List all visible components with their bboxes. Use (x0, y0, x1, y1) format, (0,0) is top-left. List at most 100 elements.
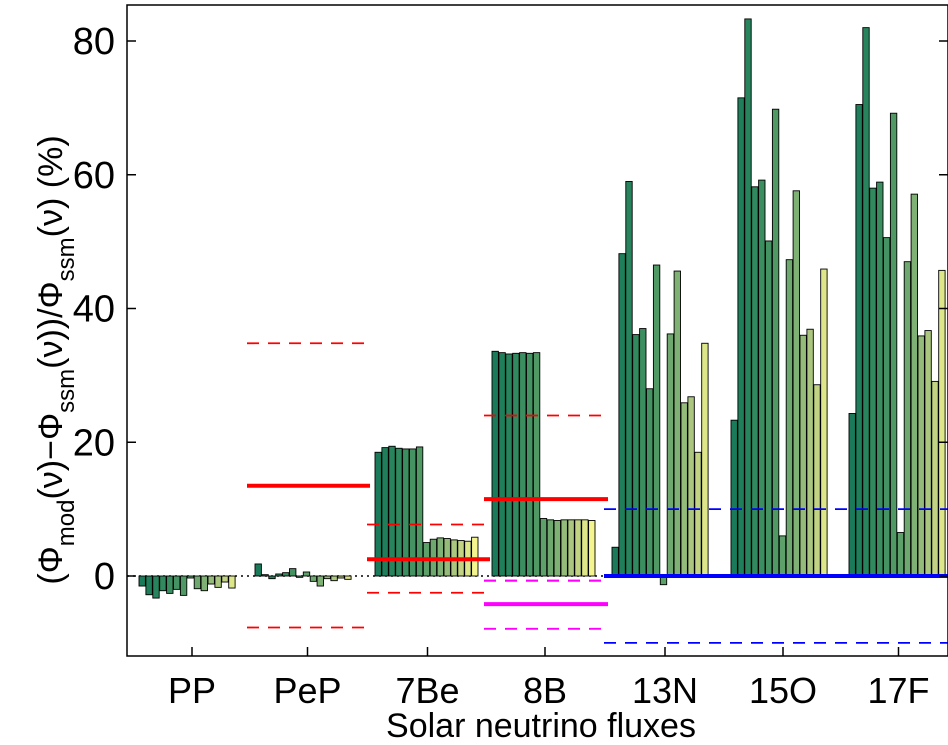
bar-pep-4 (275, 573, 283, 577)
bar-17f-2 (855, 104, 863, 577)
bar-8b-6 (526, 352, 534, 577)
bar-8b-5 (519, 352, 527, 577)
bar-17f-9 (903, 261, 912, 577)
x-tick-label-15o: 15O (749, 670, 817, 711)
bar-13n-5 (639, 328, 647, 577)
bar-7be-3 (388, 445, 396, 577)
bar-15o-13 (813, 384, 821, 577)
bar-pp-7 (179, 575, 188, 596)
bar-pp-14 (228, 575, 236, 589)
bar-13n-1 (611, 546, 619, 577)
bar-15o-7 (771, 108, 780, 577)
bar-15o-14 (820, 268, 828, 577)
bar-pep-14 (344, 575, 352, 580)
bar-pp-11 (207, 575, 215, 585)
y-tick-label-0: 0 (94, 556, 115, 598)
bar-13n-6 (646, 388, 654, 577)
bar-8b-11 (560, 519, 568, 577)
bar-8b-10 (553, 520, 561, 577)
bar-15o-9 (785, 259, 794, 577)
x-tick-label-13n: 13N (632, 670, 698, 711)
y-axis-title: (Φmod(ν)−Φssm(ν))/Φssm(ν) (%) (32, 135, 80, 584)
y-tick-label-80: 80 (73, 21, 115, 63)
bar-17f-11 (917, 335, 925, 577)
bar-17f-13 (931, 380, 939, 577)
x-axis-category-labels: PP PeP 7Be 8B 13N 15O 17F (168, 647, 930, 711)
bar-8b-9 (546, 519, 555, 577)
x-tick-label-pp: PP (168, 670, 216, 711)
bar-15o-8 (778, 535, 787, 577)
bar-15o-12 (806, 328, 814, 577)
bar-15o-10 (792, 190, 800, 577)
y-axis-ticks: 0 20 40 60 80 (73, 21, 948, 598)
bar-8b-1 (491, 350, 499, 577)
bar-pep-13 (337, 575, 345, 579)
bar-pep-11 (323, 575, 331, 580)
bar-13n-7 (652, 264, 661, 577)
bar-13n-2 (618, 253, 626, 577)
bar-17f-7 (889, 112, 898, 577)
bar-pp-8 (186, 575, 195, 579)
bar-8b-15 (588, 520, 596, 577)
bar-7be-2 (381, 447, 389, 577)
bar-17f-1 (848, 413, 856, 577)
bar-pp-9 (193, 575, 202, 590)
bar-15o-2 (737, 97, 745, 577)
bar-8b-7 (532, 352, 541, 577)
bar-8b-3 (505, 353, 513, 577)
bar-pep-8 (302, 571, 311, 577)
bar-15o-1 (730, 419, 738, 577)
bar-7be-1 (374, 451, 382, 577)
bar-8b-2 (498, 352, 506, 577)
bar-8b-14 (581, 519, 589, 577)
bar-7be-10 (436, 537, 444, 577)
bar-pep-10 (316, 575, 324, 587)
bar-7be-4 (395, 447, 403, 577)
bar-17f-3 (862, 27, 870, 577)
bar-15o-6 (765, 240, 773, 577)
bar-17f-5 (876, 181, 884, 577)
y-tick-label-60: 60 (73, 155, 115, 197)
bar-17f-4 (869, 187, 877, 577)
y-tick-label-40: 40 (73, 289, 115, 331)
bar-pp-3 (152, 575, 160, 599)
bar-13n-4 (632, 334, 640, 577)
bar-15o-4 (751, 186, 759, 577)
x-tick-label-17f: 17F (867, 670, 929, 711)
bar-8b-8 (539, 518, 548, 577)
bar-17f-12 (924, 330, 932, 577)
bar-pep-5 (282, 572, 290, 577)
x-axis-title: Solar neutrino fluxes (386, 707, 696, 745)
bar-pep-2 (261, 574, 269, 577)
bar-15o-3 (744, 18, 752, 577)
bar-13n-11 (680, 402, 688, 577)
bar-pp-4 (159, 575, 167, 592)
bar-pp-13 (221, 575, 229, 583)
bar-pep-6 (289, 568, 297, 577)
x-tick-label-7be: 7Be (395, 670, 459, 711)
bar-13n-10 (673, 270, 681, 577)
plot-content (127, 18, 948, 644)
bar-pep-9 (309, 575, 318, 582)
bar-13n-12 (687, 396, 695, 577)
plot-frame (126, 4, 948, 657)
bar-8b-4 (512, 352, 520, 577)
bar-pp-1 (138, 575, 146, 587)
bar-17f-8 (896, 532, 905, 577)
bar-pp-10 (200, 575, 208, 592)
bar-17f-14 (938, 269, 946, 577)
bar-7be-7 (415, 446, 424, 577)
bar-pep-7 (295, 575, 304, 578)
bar-pep-3 (268, 575, 276, 580)
bar-17f-10 (910, 193, 918, 577)
bar-13n-9 (666, 333, 675, 577)
bar-7be-6 (409, 448, 417, 577)
bar-7be-11 (443, 538, 451, 577)
bar-pp-5 (166, 575, 174, 594)
bar-pep-12 (330, 575, 338, 582)
bar-7be-5 (402, 448, 410, 577)
bar-pp-12 (214, 575, 222, 588)
bar-15o-11 (799, 334, 807, 577)
bar-17f-6 (883, 237, 891, 577)
